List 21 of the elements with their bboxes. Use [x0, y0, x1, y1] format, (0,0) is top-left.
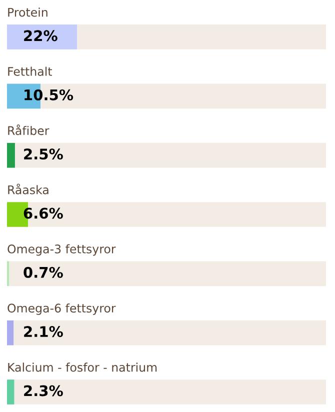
bar	[14, 380, 326, 404]
data-label: 22%	[24, 30, 58, 42]
y-tick-label: Fetthalt	[8, 66, 52, 76]
bar	[7, 142, 15, 168]
bar	[14, 142, 326, 168]
data-label: 2.1%	[24, 326, 63, 338]
y-tick-label: Kalcium - fosfor - natrium	[8, 362, 157, 372]
y-tick-label: Råaska	[8, 184, 48, 194]
data-label: 2.5%	[24, 148, 63, 160]
y-tick-label: Råfiber	[8, 124, 50, 136]
data-label: 2.3%	[24, 385, 63, 396]
bar	[14, 320, 326, 346]
bar	[77, 24, 326, 50]
y-tick-label: Omega-3 fettsyror	[8, 244, 116, 256]
bar	[7, 380, 14, 404]
data-label: 0.7%	[24, 266, 63, 278]
y-tick-label: Protein	[8, 8, 48, 17]
bar	[9, 261, 326, 286]
y-tick-label: Omega-6 fettsyror	[8, 303, 116, 315]
bar	[7, 320, 14, 346]
bar	[7, 24, 78, 50]
